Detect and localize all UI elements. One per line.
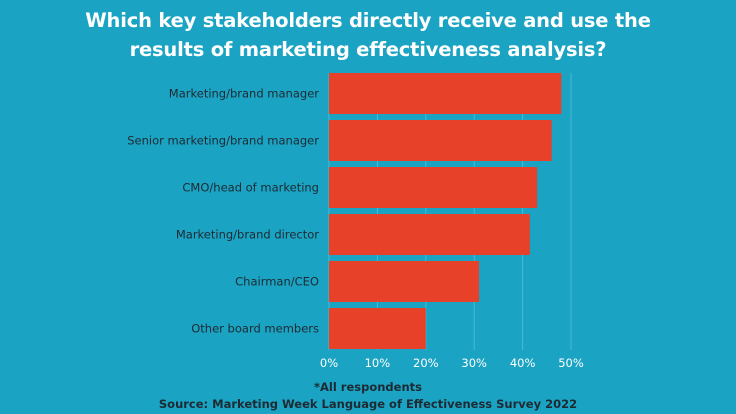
tick-label-4: 40% — [510, 356, 536, 370]
bar-5 — [329, 308, 426, 349]
bar-0 — [329, 73, 562, 114]
category-label-5: Other board members — [191, 322, 319, 336]
category-label-3: Marketing/brand director — [176, 228, 319, 242]
bar-3 — [329, 214, 530, 255]
tick-label-1: 10% — [365, 356, 391, 370]
category-label-0: Marketing/brand manager — [169, 87, 319, 101]
tick-label-5: 50% — [558, 356, 584, 370]
bar-2 — [329, 167, 538, 208]
tick-label-0: 0% — [320, 356, 338, 370]
source-note: Source: Marketing Week Language of Effec… — [158, 397, 578, 411]
chart-title: Which key stakeholders directly receive … — [0, 6, 736, 64]
category-label-1: Senior marketing/brand manager — [127, 134, 319, 148]
category-label-2: CMO/head of marketing — [182, 181, 319, 195]
chart-title-line-1: Which key stakeholders directly receive … — [85, 9, 651, 32]
chart-title-line-2: results of marketing effectiveness analy… — [129, 38, 607, 61]
respondents-note: *All respondents — [314, 380, 422, 394]
tick-label-3: 30% — [461, 356, 487, 370]
bar-1 — [329, 120, 552, 161]
bar-4 — [329, 261, 480, 302]
tick-label-2: 20% — [413, 356, 439, 370]
category-label-4: Chairman/CEO — [235, 275, 319, 289]
